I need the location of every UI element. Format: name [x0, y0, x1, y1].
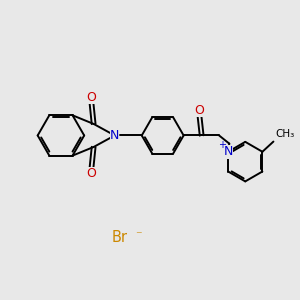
Text: O: O: [194, 104, 204, 117]
Text: Br: Br: [112, 230, 128, 245]
Text: O: O: [86, 167, 96, 180]
Text: CH₃: CH₃: [275, 129, 294, 139]
Text: ⁻: ⁻: [135, 229, 142, 242]
Text: N: N: [110, 129, 119, 142]
Text: +: +: [218, 140, 226, 150]
Text: O: O: [86, 91, 96, 104]
Text: N: N: [224, 145, 233, 158]
